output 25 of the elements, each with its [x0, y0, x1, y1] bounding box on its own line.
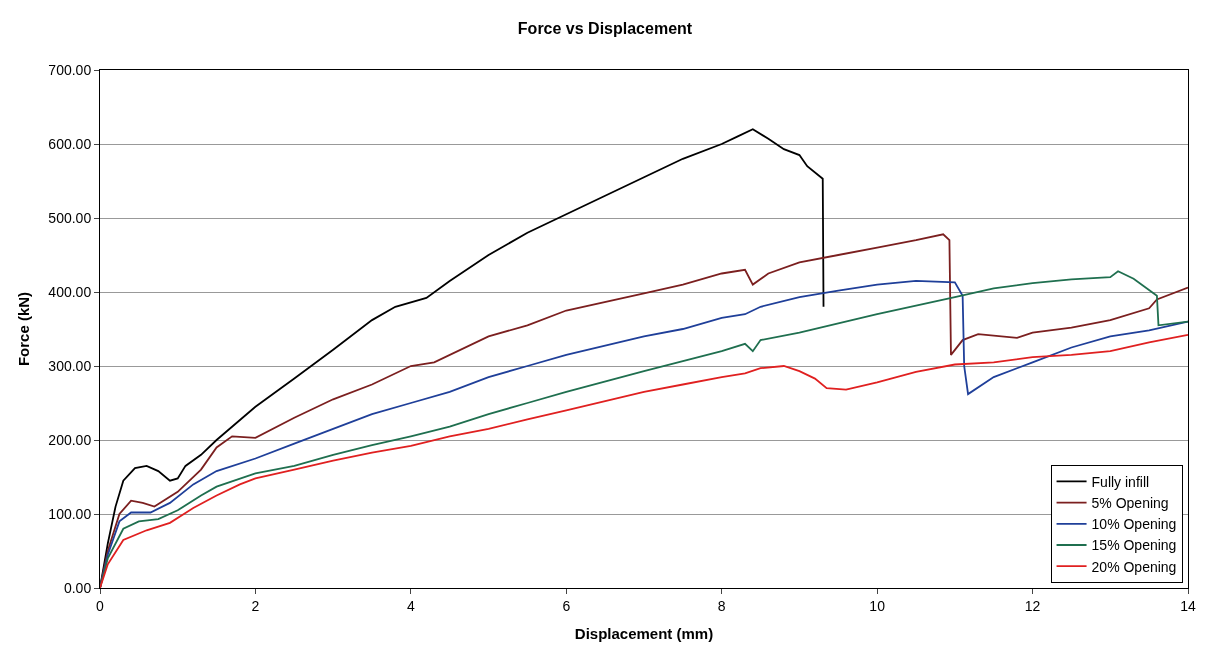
y-tick-label: 500.00 [48, 209, 92, 226]
y-tick-label: 300.00 [48, 357, 92, 374]
chart-title: Force vs Displacement [517, 20, 693, 38]
y-tick-label: 200.00 [48, 431, 92, 448]
legend-label: Fully infill [1091, 473, 1150, 490]
y-tick-label: 0.00 [63, 579, 92, 596]
x-tick-label: 12 [1024, 597, 1041, 614]
x-axis-title: Displacement (mm) [574, 624, 714, 642]
x-tick-label: 10 [869, 597, 886, 614]
y-tick-label: 700.00 [48, 61, 92, 78]
x-tick-label: 8 [717, 597, 726, 614]
x-tick-label: 2 [251, 597, 260, 614]
legend-label: 5% Opening [1091, 495, 1169, 512]
y-axis-title: Force (kN) [14, 291, 32, 367]
x-tick-label: 0 [96, 597, 105, 614]
x-tick-label: 6 [562, 597, 571, 614]
y-tick-label: 400.00 [48, 283, 92, 300]
x-tick-label: 14 [1180, 597, 1196, 614]
x-tick-label: 4 [406, 597, 415, 614]
line-series [100, 334, 1188, 588]
legend-label: 15% Opening [1091, 537, 1177, 554]
y-tick-label: 600.00 [48, 135, 92, 152]
legend-label: 10% Opening [1091, 516, 1177, 533]
legend-label: 20% Opening [1091, 558, 1177, 575]
y-tick-label: 100.00 [48, 505, 92, 522]
